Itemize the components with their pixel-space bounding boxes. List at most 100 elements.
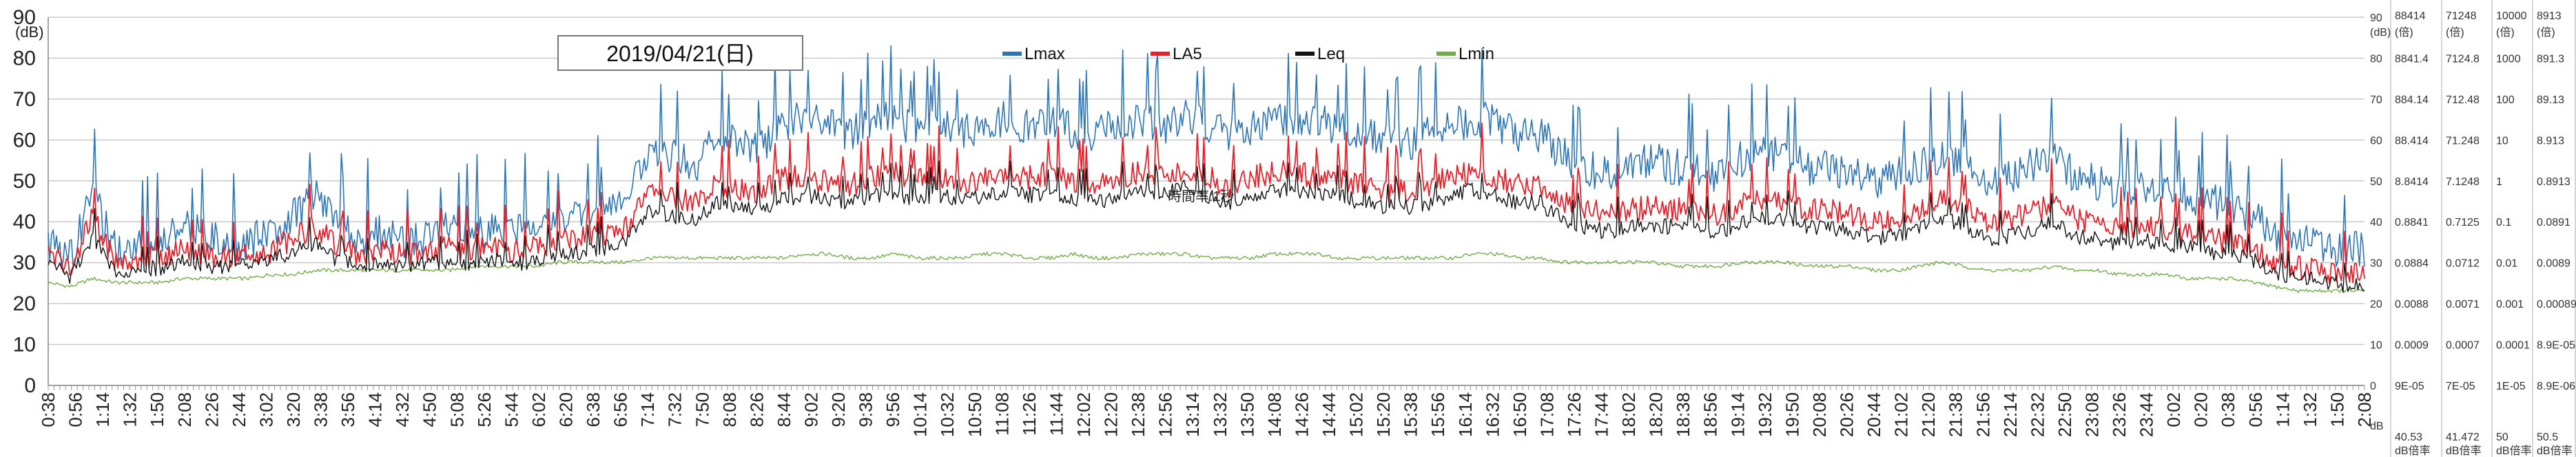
right-axis-tick: 30 xyxy=(2370,258,2382,270)
y-tick-60: 60 xyxy=(13,129,36,151)
x-tick-label: 18:02 xyxy=(1618,392,1639,437)
x-tick-label: 1:32 xyxy=(2300,392,2320,427)
ratio-table-cell: 1 xyxy=(2496,176,2502,188)
x-tick-label: 5:26 xyxy=(474,392,495,427)
x-tick-label: 0:56 xyxy=(2245,392,2266,427)
x-tick-label: 21:38 xyxy=(1946,392,1966,437)
x-tick-label: 18:38 xyxy=(1673,392,1693,437)
right-axis-unit-top: (dB) xyxy=(2370,27,2391,39)
series-la5 xyxy=(48,123,2365,285)
y-tick-20: 20 xyxy=(13,293,36,315)
x-tick-label: 11:44 xyxy=(1047,392,1067,436)
x-tick-label: 17:26 xyxy=(1564,392,1585,437)
legend-label-lmin: Lmin xyxy=(1459,45,1494,63)
right-axis-tick: 70 xyxy=(2370,94,2382,106)
ratio-table-cell: 71.248 xyxy=(2446,135,2480,147)
ratio-table-header-unit: (倍) xyxy=(2496,26,2515,39)
x-tick-label: 0:02 xyxy=(2163,392,2184,427)
ratio-table-header-unit: (倍) xyxy=(2395,26,2413,39)
ratio-table-cell: 884.14 xyxy=(2395,94,2429,106)
legend: Lmax LA5 Leq Lmin xyxy=(1002,45,1494,63)
x-tick-label: 17:08 xyxy=(1536,392,1557,437)
x-tick-label: 12:20 xyxy=(1101,392,1122,437)
x-tick-label: 8:44 xyxy=(774,392,794,427)
x-tick-label: 1:14 xyxy=(92,392,113,427)
right-axis-unit-bottom: dB xyxy=(2370,421,2384,432)
ratio-table-cell: 89.13 xyxy=(2537,94,2564,106)
ratio-table-footer-value: 50.5 xyxy=(2537,432,2558,443)
series-lines xyxy=(48,45,2365,293)
x-tick-label: 9:02 xyxy=(801,392,822,427)
x-tick-label: 12:02 xyxy=(1073,392,1094,437)
right-axis-tick: 90 xyxy=(2370,12,2382,24)
x-tick-label: 7:50 xyxy=(692,392,712,427)
x-tick-label: 19:14 xyxy=(1727,392,1748,437)
y-tick-50: 50 xyxy=(13,170,36,193)
legend-label-leq: Leq xyxy=(1317,45,1345,63)
x-tick-label: 14:44 xyxy=(1319,392,1339,437)
x-tick-label: 1:50 xyxy=(2327,392,2347,427)
x-tick-label: 19:50 xyxy=(1782,392,1802,437)
x-tick-label: 7:14 xyxy=(637,392,658,427)
x-tick-label: 15:20 xyxy=(1373,392,1394,437)
x-tick-label: 13:50 xyxy=(1237,392,1257,437)
x-tick-label: 20:26 xyxy=(1837,392,1857,437)
x-axis-ticks: 0:38 0:56 1:14 1:32 1:50 2:08 2:26 2:44 3:02 3:20… xyxy=(38,385,2375,437)
ratio-table-cell: 10 xyxy=(2496,135,2508,147)
ratio-table-cell: 7E-05 xyxy=(2446,381,2475,392)
right-ratio-tables: 88414 (倍) 8841.4 884.14 88.414 8.8414 0.8841 0.… xyxy=(2390,0,2576,457)
x-tick-label: 14:08 xyxy=(1264,392,1285,437)
x-tick-label: 12:38 xyxy=(1128,392,1148,437)
ratio-table-cell: 0.8913 xyxy=(2537,176,2570,188)
x-tick-label: 14:26 xyxy=(1291,392,1312,437)
x-tick-label: 5:08 xyxy=(446,392,467,427)
x-tick-label: 0:56 xyxy=(65,392,86,427)
ratio-table-cell: 0.8841 xyxy=(2395,217,2429,228)
ratio-table-cell: 8.913 xyxy=(2537,135,2564,147)
ratio-table-cell: 1E-05 xyxy=(2496,381,2526,392)
ratio-table-footer-value: 50 xyxy=(2496,432,2508,443)
ratio-table-cell: 0.00089 xyxy=(2537,299,2576,310)
x-tick-label: 20:08 xyxy=(1809,392,1830,437)
x-tick-label: 2:44 xyxy=(229,392,249,427)
ratio-table-cell: 0.0007 xyxy=(2446,340,2480,352)
right-axis-tick: 10 xyxy=(2370,340,2382,352)
y-tick-90: 90 xyxy=(13,6,36,29)
x-tick-label: 11:08 xyxy=(991,392,1012,436)
y-tick-30: 30 xyxy=(13,252,36,275)
y-axis-ticks: 0 10 20 30 40 50 60 70 80 90 xyxy=(13,6,36,397)
x-tick-label: 13:14 xyxy=(1182,392,1203,437)
x-tick-label: 6:56 xyxy=(610,392,631,427)
x-tick-label: 20:44 xyxy=(1864,392,1884,437)
ratio-table-header-unit: (倍) xyxy=(2537,26,2555,39)
x-tick-label: 18:20 xyxy=(1646,392,1667,437)
ratio-table-cell: 8.8414 xyxy=(2395,176,2429,188)
x-tick-label: 18:56 xyxy=(1700,392,1721,437)
ratio-table-cell: 88.414 xyxy=(2395,135,2429,147)
x-tick-label: 11:26 xyxy=(1019,392,1040,436)
x-tick-label: 5:44 xyxy=(501,392,522,427)
right-axis-tick: 40 xyxy=(2370,217,2382,228)
x-tick-label: 21:56 xyxy=(1972,392,1993,437)
x-tick-label: 19:32 xyxy=(1755,392,1775,437)
x-tick-label: 15:38 xyxy=(1401,392,1421,437)
ratio-table-cell: 7124.8 xyxy=(2446,53,2480,65)
x-tick-label: 9:56 xyxy=(883,392,903,427)
x-tick-label: 15:56 xyxy=(1428,392,1448,437)
x-tick-label: 8:08 xyxy=(719,392,740,427)
ratio-table-header: 10000 xyxy=(2496,10,2527,22)
x-tick-label: 4:32 xyxy=(392,392,413,427)
x-tick-label: 22:14 xyxy=(2000,392,2021,437)
x-tick-label: 3:56 xyxy=(338,392,358,427)
ratio-table-cell: 0.0712 xyxy=(2446,258,2480,270)
ratio-table-footer-unit: dB倍率 xyxy=(2537,445,2573,457)
x-tick-label: 1:14 xyxy=(2272,392,2293,427)
x-tick-label: 23:08 xyxy=(2082,392,2103,437)
x-tick-label: 21:02 xyxy=(1891,392,1912,437)
ratio-table-footer-unit: dB倍率 xyxy=(2496,445,2532,457)
series-lmax xyxy=(48,45,2365,268)
x-tick-label: 21:20 xyxy=(1918,392,1939,437)
ratio-table-footer-value: 41.472 xyxy=(2446,432,2480,443)
y-tick-10: 10 xyxy=(13,334,36,357)
